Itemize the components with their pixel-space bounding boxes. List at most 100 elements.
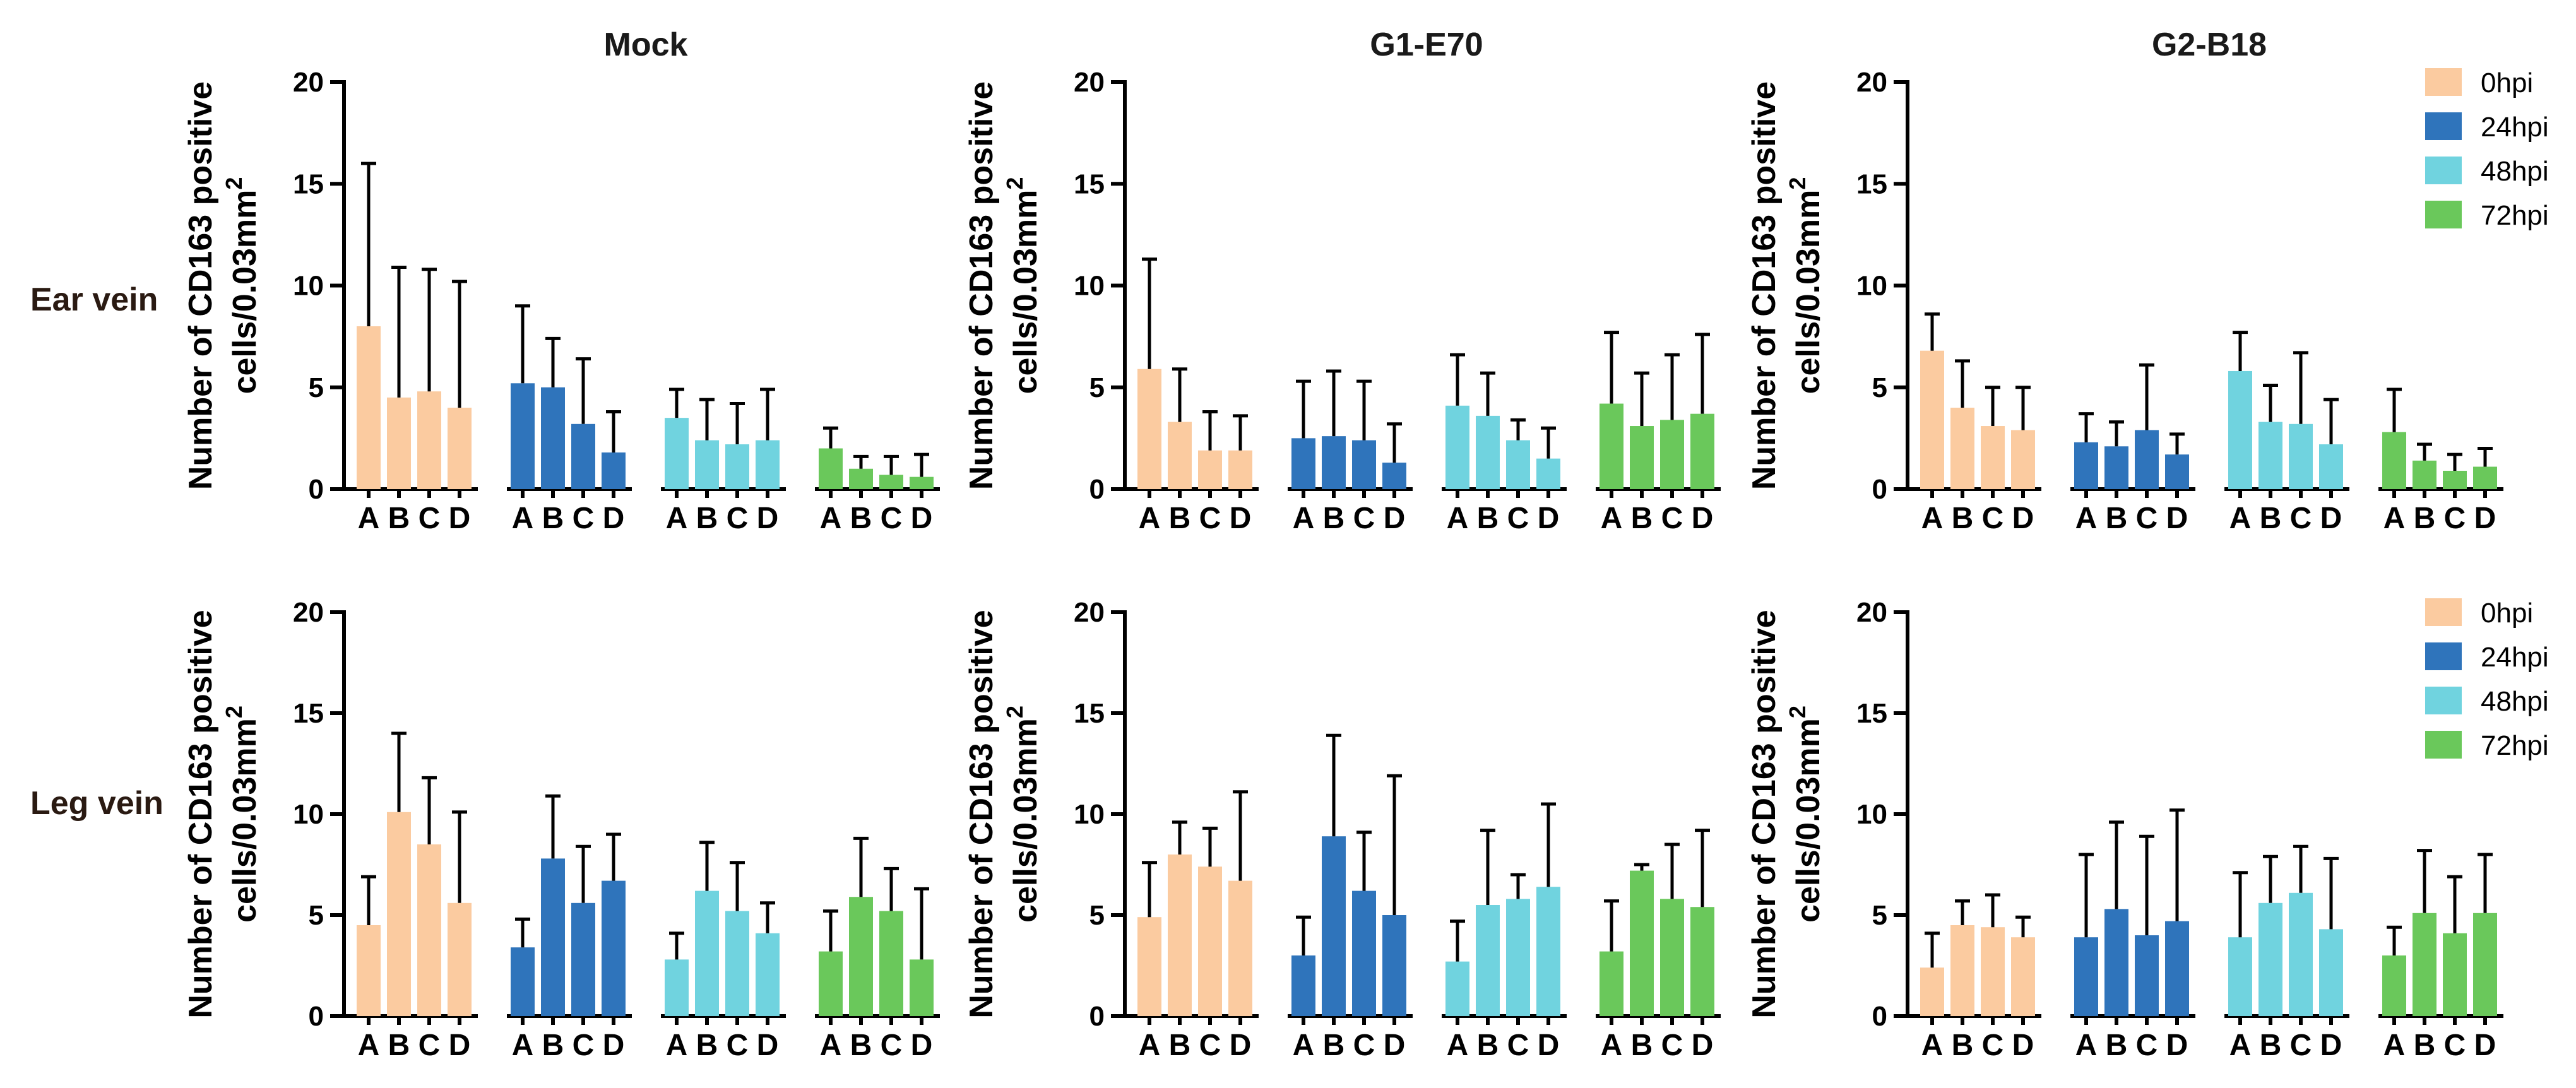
x-tick-label: A [512,502,534,535]
x-tick-label: B [1477,502,1499,535]
x-tick-label: B [388,502,410,535]
bar-24hpi-B [1322,836,1346,1016]
bar-48hpi-C [1506,899,1530,1016]
bar-72hpi-B [2413,460,2437,489]
y-tick-label: 20 [1856,67,1887,98]
y-tick-label: 20 [1074,597,1105,628]
bar-48hpi-A [2228,370,2252,489]
bar-0hpi-D [2011,937,2035,1016]
x-tick-label: D [1230,1029,1252,1062]
x-tick-label: A [820,502,842,535]
x-tick-label: D [911,1029,933,1062]
bar-48hpi-C [2289,423,2313,489]
bar-72hpi-D [2473,466,2497,489]
bar-72hpi-C [879,475,903,489]
bar-48hpi-D [2319,444,2343,489]
bar-0hpi-B [1950,408,1974,489]
legend-swatch-0hpi [2425,68,2462,96]
bar-48hpi-A [1445,405,1469,489]
y-tick-label: 5 [1872,900,1887,931]
y-axis-label-line1: Number of CD163 positive [963,81,1000,490]
x-tick-label: D [2320,502,2342,535]
y-tick-label: 0 [309,1001,324,1032]
bar-24hpi-C [571,423,595,489]
bar-0hpi-A [1137,369,1161,489]
bar-0hpi-C [417,391,441,489]
bar-72hpi-A [1600,951,1623,1016]
x-tick-label: A [1921,1029,1944,1062]
y-tick-label: 5 [1872,372,1887,403]
y-tick-label: 20 [293,67,324,98]
legend-swatch-48hpi [2425,157,2462,184]
bar-24hpi-A [2074,937,2098,1016]
bar-72hpi-C [2443,933,2467,1016]
panel-leg-g2: Number of CD163 positive cells/0.03mm2051… [1746,597,2549,1062]
panel-title: Mock [604,27,688,63]
x-tick-label: D [603,1029,625,1062]
bar-72hpi-D [1690,413,1714,489]
bar-24hpi-C [1352,440,1376,489]
x-tick-label: C [1661,502,1683,535]
y-tick-label: 10 [1856,799,1887,830]
x-tick-label: D [1538,502,1560,535]
panel-title: G1-E70 [1370,27,1483,63]
x-tick-label: B [850,502,872,535]
x-tick-label: C [1353,1029,1375,1062]
bar-0hpi-D [448,408,472,489]
y-axis-label-unit: cells/0.03mm [1790,190,1827,394]
x-tick-label: D [1384,1029,1406,1062]
bar-24hpi-A [511,947,535,1016]
x-tick-label: D [2012,502,2034,535]
x-tick-label: A [1139,502,1161,535]
legend-swatch-72hpi [2425,731,2462,759]
x-tick-label: C [1507,502,1529,535]
y-axis-label-superscript: 2 [221,706,247,718]
legend-label-72hpi: 72hpi [2481,200,2549,231]
bar-48hpi-B [1476,905,1500,1016]
bar-0hpi-B [1168,422,1192,489]
x-tick-label: B [1631,1029,1653,1062]
bar-24hpi-B [541,858,565,1016]
bar-0hpi-A [357,326,381,489]
x-tick-label: A [1447,502,1469,535]
bar-24hpi-C [571,902,595,1016]
y-tick-label: 20 [1074,67,1105,98]
legend-swatch-48hpi [2425,687,2462,714]
bar-72hpi-D [2473,913,2497,1016]
x-tick-label: C [1661,1029,1683,1062]
x-tick-label: B [850,1029,872,1062]
y-axis-label-superscript: 2 [221,177,247,190]
y-axis-label-line2: cells/0.03mm2 [221,177,263,394]
x-tick-label: A [2229,502,2252,535]
y-tick-label: 10 [293,799,324,830]
x-tick-label: B [542,1029,564,1062]
bar-72hpi-B [849,468,873,489]
x-tick-label: C [573,1029,595,1062]
bar-48hpi-B [2258,422,2282,489]
y-tick-label: 15 [293,698,324,729]
legend-label-48hpi: 48hpi [2481,156,2549,187]
bar-72hpi-A [2382,955,2406,1016]
bar-0hpi-C [1198,866,1222,1016]
bar-0hpi-B [387,397,411,489]
x-tick-label: C [1353,502,1375,535]
y-tick-label: 10 [1074,271,1105,302]
bar-24hpi-D [2165,454,2189,489]
bar-72hpi-B [1630,870,1654,1016]
x-tick-label: B [388,1029,410,1062]
bar-48hpi-A [665,959,689,1016]
y-axis-label-unit: cells/0.03mm [227,718,263,923]
legend-label-48hpi: 48hpi [2481,686,2549,717]
bar-24hpi-D [602,452,626,489]
x-tick-label: B [1631,502,1653,535]
row-label-ear-vein: Ear vein [30,281,158,318]
x-tick-label: D [2166,502,2188,535]
bar-48hpi-D [2319,929,2343,1016]
bar-0hpi-A [1920,967,1944,1016]
x-tick-label: C [1982,502,2004,535]
y-tick-label: 15 [1074,169,1105,199]
panel-title: G2-B18 [2152,27,2267,63]
x-tick-label: D [2474,1029,2496,1062]
